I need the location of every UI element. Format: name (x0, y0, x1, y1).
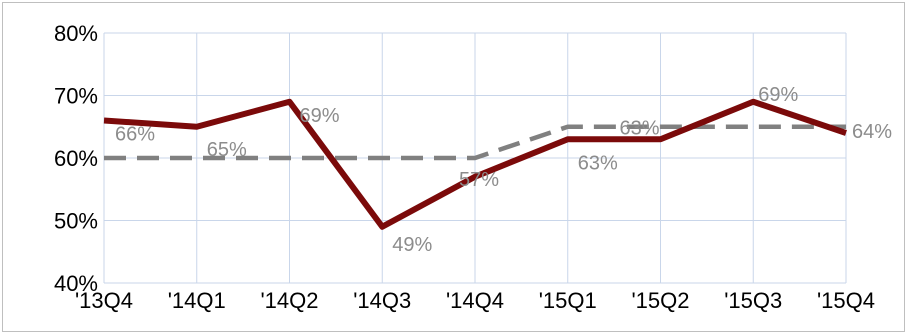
series (103, 98, 847, 230)
x-tick-label: '14Q1 (168, 288, 226, 313)
data-label: 64% (852, 121, 892, 143)
y-tick-label: 70% (54, 84, 98, 109)
data-labels: 66% 65% 69% 49% 57% 63%63% 69% 64% (115, 84, 892, 256)
data-label: 63% (578, 152, 618, 174)
x-tick-label: '15Q4 (817, 288, 875, 313)
data-label: 69% (300, 105, 340, 127)
chart-frame (2, 2, 905, 332)
y-tick-label: 40% (54, 271, 98, 296)
y-tick-label: 60% (54, 146, 98, 171)
x-tick-label: '15Q2 (631, 288, 689, 313)
data-label: 65% (207, 139, 247, 161)
data-label: 63% (620, 117, 660, 139)
x-tick-label: '15Q3 (724, 288, 782, 313)
y-tick-label: 80% (54, 21, 98, 46)
data-label: 49% (392, 234, 432, 256)
x-tick-label: '13Q4 (75, 288, 133, 313)
data-label: 69% (758, 84, 798, 106)
x-tick-label: '15Q1 (539, 288, 597, 313)
y-tick-label: 50% (54, 209, 98, 234)
data-label: 66% (115, 124, 155, 146)
x-tick-label: '14Q4 (446, 288, 504, 313)
x-tick-label: '14Q2 (260, 288, 318, 313)
x-tick-label: '14Q3 (353, 288, 411, 313)
axes: 40% 50% 60% 70% 80% '13Q4 '14Q1 '14Q2 '14Q3 '14Q4… (54, 21, 875, 313)
data-label: 57% (459, 169, 499, 191)
